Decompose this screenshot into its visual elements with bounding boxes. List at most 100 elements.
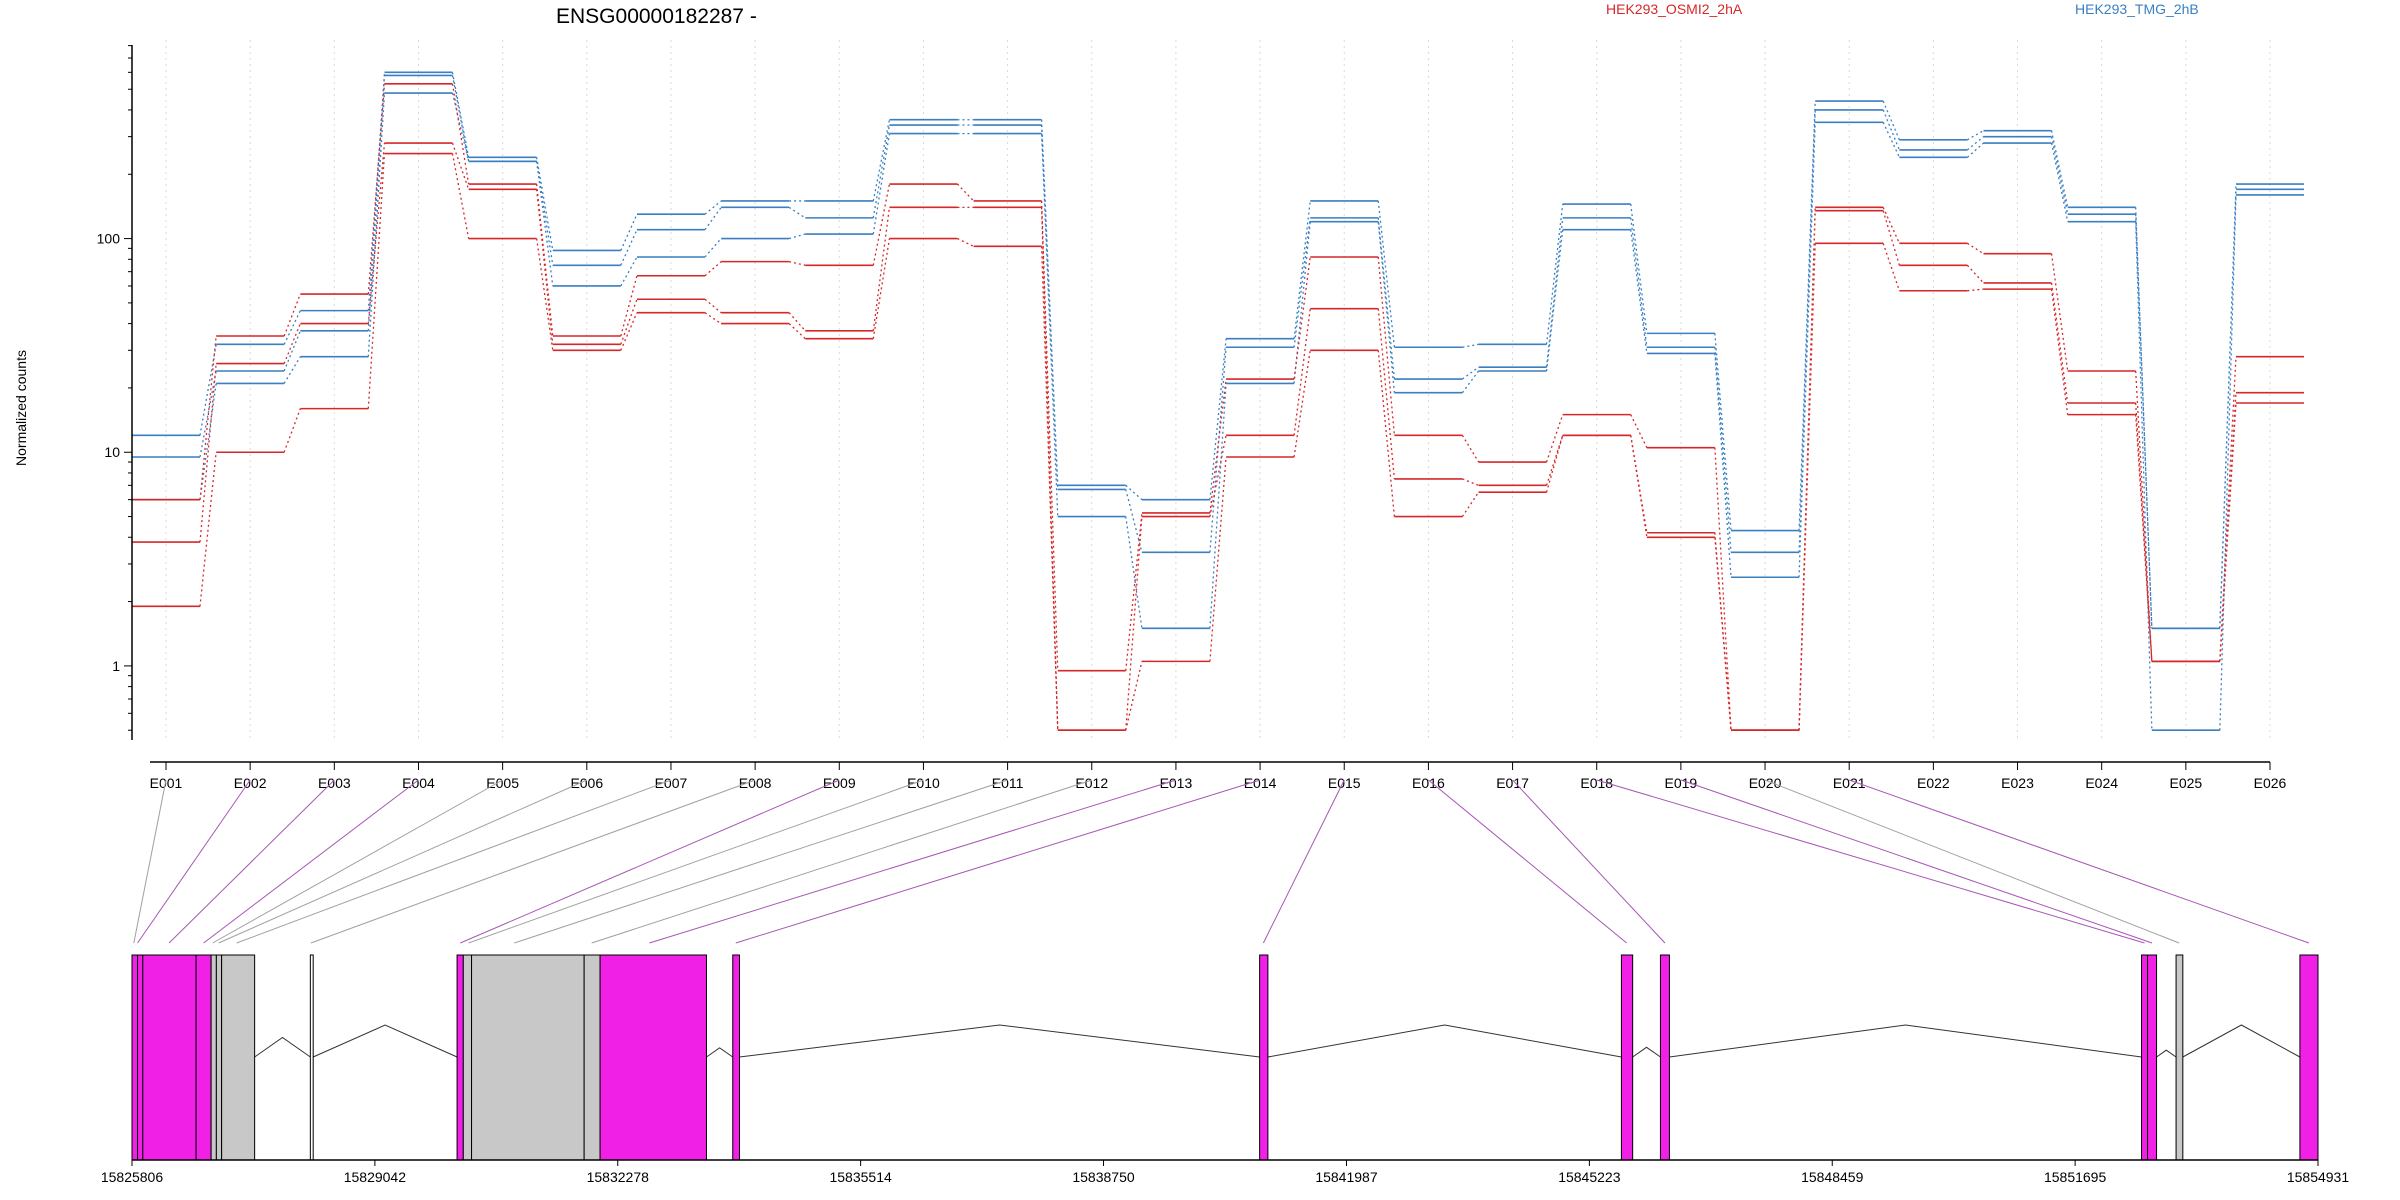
x-tick-label: E011 bbox=[992, 775, 1024, 791]
series-connector bbox=[535, 157, 554, 251]
intron-line bbox=[1632, 1046, 1661, 1058]
exon-link-line bbox=[591, 779, 1092, 944]
series-connector bbox=[1377, 221, 1396, 393]
series-connector bbox=[872, 124, 891, 218]
series-connector bbox=[704, 238, 722, 258]
series-line bbox=[132, 83, 2304, 732]
series-connector bbox=[1714, 353, 1732, 578]
series-connector bbox=[1545, 414, 1564, 463]
exon-link-line bbox=[1680, 779, 2153, 944]
exon-box bbox=[142, 954, 197, 1161]
series-connector bbox=[1125, 516, 1143, 731]
x-tick-label: E013 bbox=[1160, 775, 1193, 791]
genomic-tick-label: 15825806 bbox=[101, 1169, 164, 1185]
series-connector bbox=[2050, 142, 2069, 222]
series-connector bbox=[1630, 204, 1648, 334]
series-connector bbox=[283, 356, 301, 384]
series-connector bbox=[1967, 288, 1984, 292]
series-connector bbox=[957, 237, 974, 247]
series-connector bbox=[1967, 242, 1984, 255]
series-connector bbox=[1882, 210, 1900, 266]
x-tick-label: E003 bbox=[318, 775, 351, 791]
series-connector bbox=[2050, 282, 2069, 404]
series-connector bbox=[2219, 402, 2237, 662]
exon-box bbox=[2141, 954, 2149, 1161]
series-connector bbox=[1209, 347, 1227, 553]
series-connector bbox=[1882, 207, 1900, 244]
series-connector bbox=[1293, 217, 1311, 348]
x-tick-label: E010 bbox=[907, 775, 940, 791]
x-tick-label: E009 bbox=[823, 775, 856, 791]
series-connector bbox=[2135, 414, 2153, 662]
exon-box bbox=[2175, 954, 2184, 1161]
exon-link-line bbox=[168, 779, 335, 944]
series-connector bbox=[1714, 333, 1732, 531]
series-layer bbox=[132, 71, 2304, 732]
series-connector bbox=[1461, 370, 1480, 394]
exon-box bbox=[462, 954, 473, 1161]
y-axis-title: Normalized counts bbox=[13, 350, 29, 466]
series-connector bbox=[1461, 434, 1480, 463]
series-connector bbox=[1209, 338, 1227, 500]
exon-link-line bbox=[1262, 779, 1345, 944]
series-connector bbox=[1714, 447, 1732, 731]
series-connector bbox=[1040, 200, 1059, 671]
x-tick-label: E022 bbox=[1917, 775, 1950, 791]
intron-line bbox=[1267, 1024, 1622, 1058]
x-tick-label: E014 bbox=[1244, 775, 1277, 791]
series-connector bbox=[788, 206, 806, 219]
x-tick-label: E019 bbox=[1665, 775, 1698, 791]
exon-box bbox=[456, 954, 464, 1161]
series-connector bbox=[1209, 456, 1227, 662]
series-connector bbox=[2050, 289, 2069, 415]
series-connector bbox=[1209, 383, 1227, 629]
series-connector bbox=[704, 200, 722, 215]
series-connector bbox=[872, 133, 891, 235]
genomic-tick-label: 15832278 bbox=[587, 1169, 650, 1185]
series-connector bbox=[535, 161, 554, 287]
series-connector bbox=[2050, 253, 2069, 372]
series-connector bbox=[1966, 142, 1984, 158]
y-tick-label: 1 bbox=[112, 658, 120, 674]
exon-track-layer: 15825806 15829042 15832278 15835514 15838750… bbox=[101, 954, 2350, 1185]
series-connector bbox=[2050, 130, 2069, 208]
series-connector bbox=[1882, 122, 1900, 158]
genomic-tick-label: 15845223 bbox=[1558, 1169, 1621, 1185]
series-connector bbox=[788, 233, 806, 240]
series-connector bbox=[1545, 229, 1564, 372]
intron-line bbox=[739, 1024, 1260, 1058]
series-connector bbox=[620, 213, 638, 251]
exon-link-line bbox=[203, 779, 419, 944]
exon-box bbox=[210, 954, 217, 1161]
exon-link-line bbox=[1596, 779, 2145, 944]
series-connector bbox=[283, 310, 301, 345]
x-tick-label: E005 bbox=[486, 775, 519, 791]
series-connector bbox=[872, 183, 891, 266]
series-connector bbox=[1545, 204, 1564, 345]
exon-box bbox=[309, 954, 314, 1161]
series-connector bbox=[872, 207, 891, 331]
exon-box bbox=[215, 954, 223, 1161]
exon-link-layer bbox=[133, 779, 2310, 944]
series-connector bbox=[1377, 308, 1396, 479]
intron-line bbox=[312, 1024, 458, 1058]
series-connector bbox=[451, 142, 470, 190]
genomic-tick-label: 15838750 bbox=[1072, 1169, 1135, 1185]
series-line bbox=[132, 152, 2304, 732]
exon-box bbox=[131, 954, 139, 1161]
series-connector bbox=[451, 153, 470, 239]
exon-link-line bbox=[1428, 779, 1627, 944]
x-tick-label: E001 bbox=[150, 775, 183, 791]
series-connector bbox=[1966, 136, 1984, 151]
genomic-tick-label: 15829042 bbox=[344, 1169, 407, 1185]
exon-link-line bbox=[212, 779, 503, 944]
series-line bbox=[132, 92, 2304, 732]
series-connector bbox=[2135, 207, 2153, 629]
intron-line bbox=[706, 1047, 734, 1058]
y-tick-label: 10 bbox=[104, 444, 120, 460]
x-tick-label: E020 bbox=[1749, 775, 1782, 791]
series-line bbox=[132, 74, 2304, 630]
genomic-tick-label: 15854931 bbox=[2287, 1169, 2350, 1185]
series-connector bbox=[367, 92, 386, 357]
series-connector bbox=[1462, 478, 1479, 486]
